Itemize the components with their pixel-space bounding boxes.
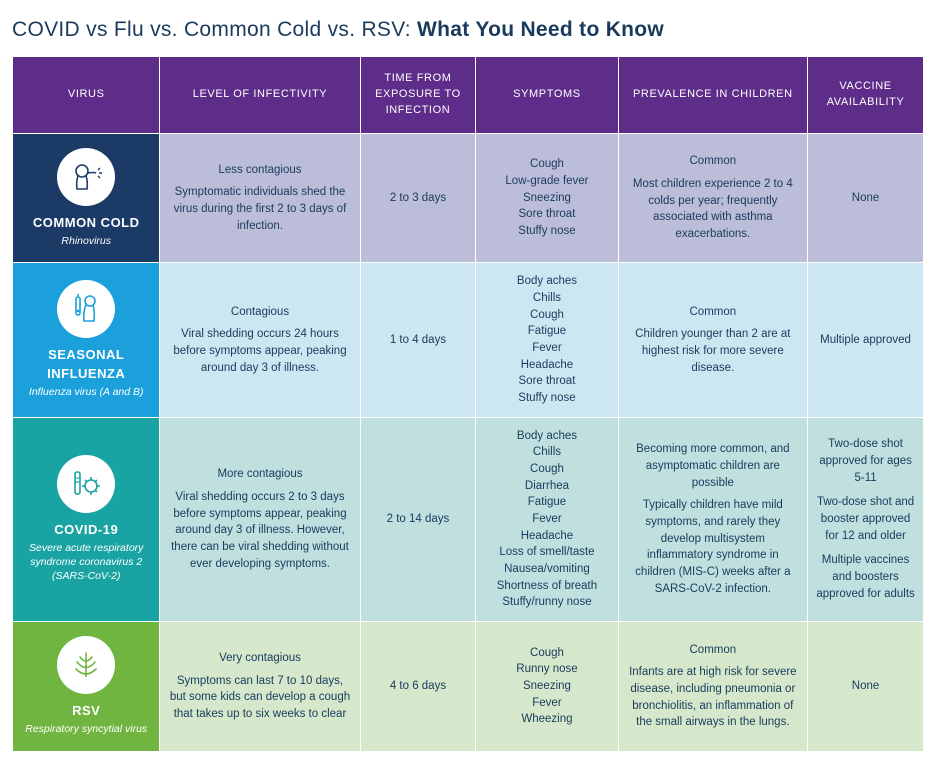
title-bold: What You Need to Know xyxy=(417,18,664,41)
cell-symptoms: CoughRunny noseSneezingFeverWheezing xyxy=(476,622,618,751)
virus-icon xyxy=(57,636,115,694)
cell-prevalence: CommonChildren younger than 2 are at hig… xyxy=(618,263,808,417)
th-symptoms: SYMPTOMS xyxy=(476,57,618,134)
virus-subname: Rhinovirus xyxy=(19,235,153,249)
page-title: COVID vs Flu vs. Common Cold vs. RSV: Wh… xyxy=(12,18,924,42)
cell-infectivity: Less contagiousSymptomatic individuals s… xyxy=(160,133,360,262)
table-row: SEASONAL INFLUENZA Influenza virus (A and… xyxy=(13,263,924,417)
cell-prevalence: CommonMost children experience 2 to 4 co… xyxy=(618,133,808,262)
table-row: COVID-19 Severe acute respiratory syndrom… xyxy=(13,417,924,621)
virus-name: SEASONAL INFLUENZA xyxy=(19,346,153,384)
comparison-table: VIRUS LEVEL OF INFECTIVITY TIME FROM EXP… xyxy=(12,56,924,752)
cell-vaccine: None xyxy=(808,622,924,751)
th-virus: VIRUS xyxy=(13,57,160,134)
cell-time: 4 to 6 days xyxy=(360,622,476,751)
virus-cell: COVID-19 Severe acute respiratory syndrom… xyxy=(13,417,160,621)
cell-prevalence: Becoming more common, and asymptomatic c… xyxy=(618,417,808,621)
virus-cell: COMMON COLD Rhinovirus xyxy=(13,133,160,262)
th-time: TIME FROM EXPOSURE TO INFECTION xyxy=(360,57,476,134)
virus-subname: Severe acute respiratory syndrome corona… xyxy=(19,542,153,583)
cell-infectivity: More contagiousViral shedding occurs 2 t… xyxy=(160,417,360,621)
cell-symptoms: CoughLow-grade feverSneezingSore throatS… xyxy=(476,133,618,262)
cell-vaccine: Multiple approved xyxy=(808,263,924,417)
cell-time: 2 to 3 days xyxy=(360,133,476,262)
table-row: RSV Respiratory syncytial virus Very conta… xyxy=(13,622,924,751)
virus-cell: SEASONAL INFLUENZA Influenza virus (A and… xyxy=(13,263,160,417)
th-vaccine: VACCINE AVAILABILITY xyxy=(808,57,924,134)
virus-subname: Respiratory syncytial virus xyxy=(19,723,153,737)
title-plain: COVID vs Flu vs. Common Cold vs. RSV: xyxy=(12,18,417,41)
virus-name: COMMON COLD xyxy=(19,214,153,233)
cell-time: 1 to 4 days xyxy=(360,263,476,417)
th-infectivity: LEVEL OF INFECTIVITY xyxy=(160,57,360,134)
virus-subname: Influenza virus (A and B) xyxy=(19,386,153,400)
table-body: COMMON COLD Rhinovirus Less contagiousSymp… xyxy=(13,133,924,751)
cell-symptoms: Body achesChillsCoughDiarrheaFatigueFeve… xyxy=(476,417,618,621)
cell-vaccine: Two-dose shot approved for ages 5-11Two-… xyxy=(808,417,924,621)
cell-time: 2 to 14 days xyxy=(360,417,476,621)
virus-cell: RSV Respiratory syncytial virus xyxy=(13,622,160,751)
th-prevalence: PREVALENCE IN CHILDREN xyxy=(618,57,808,134)
header-row: VIRUS LEVEL OF INFECTIVITY TIME FROM EXP… xyxy=(13,57,924,134)
virus-icon xyxy=(57,148,115,206)
cell-vaccine: None xyxy=(808,133,924,262)
cell-symptoms: Body achesChillsCoughFatigueFeverHeadach… xyxy=(476,263,618,417)
virus-icon xyxy=(57,280,115,338)
cell-infectivity: ContagiousViral shedding occurs 24 hours… xyxy=(160,263,360,417)
cell-infectivity: Very contagiousSymptoms can last 7 to 10… xyxy=(160,622,360,751)
virus-icon xyxy=(57,455,115,513)
virus-name: COVID-19 xyxy=(19,521,153,540)
virus-name: RSV xyxy=(19,702,153,721)
table-row: COMMON COLD Rhinovirus Less contagiousSymp… xyxy=(13,133,924,262)
cell-prevalence: CommonInfants are at high risk for sever… xyxy=(618,622,808,751)
